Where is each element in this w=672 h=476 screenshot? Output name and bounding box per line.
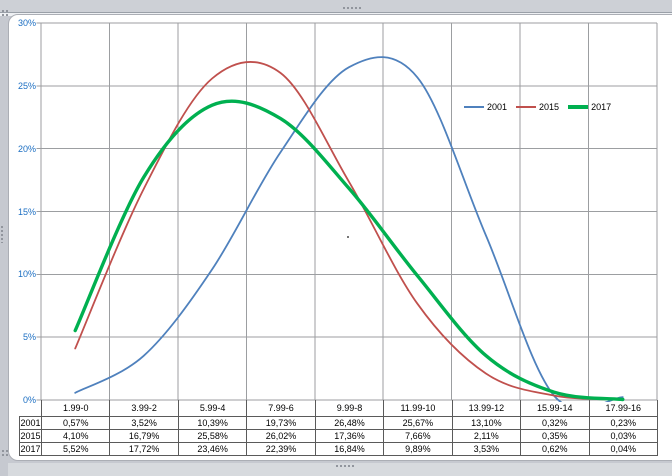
table-value-cell: 4,10% [40, 429, 111, 443]
table-value-cell: 3,52% [109, 416, 179, 430]
table-value-cell: 0,03% [588, 429, 658, 443]
worksheet-top-edge [0, 0, 672, 13]
table-value-cell: 0,32% [520, 416, 590, 430]
table-corner-cell [20, 400, 42, 417]
y-axis-label: 30% [17, 18, 36, 28]
table-value-cell: 16,84% [314, 442, 385, 456]
table-value-cell: 0,62% [520, 442, 590, 456]
x-axis-category-cell: 9.99-8 [314, 400, 385, 417]
table-row-label: 2017 [19, 442, 42, 456]
x-axis-category-cell: 17.99-16 [588, 400, 658, 417]
selection-handle-bottom-center[interactable] [335, 464, 355, 468]
table-value-cell: 25,67% [383, 416, 453, 430]
chart-legend[interactable]: 2001 2015 2017 [464, 100, 611, 114]
chart-object-frame[interactable] [8, 14, 672, 461]
table-value-cell: 3,53% [451, 442, 522, 456]
x-axis-category-cell: 15.99-14 [520, 400, 590, 417]
x-axis-category-cell: 11.99-10 [383, 400, 453, 417]
y-axis-label: 15% [17, 206, 36, 217]
legend-item-2001[interactable]: 2001 [464, 102, 507, 112]
table-value-cell: 0,57% [40, 416, 111, 430]
table-row-label: 2001 [19, 416, 42, 430]
series-line-2001[interactable] [74, 56, 624, 408]
x-axis-category-cell: 7.99-6 [246, 400, 316, 417]
table-value-cell: 16,79% [109, 429, 179, 443]
table-value-cell: 0,35% [520, 429, 590, 443]
chart-data-table: 1.99-0 3.99-2 5.99-4 7.99-6 9.99-8 11.99-10 13… [19, 400, 658, 456]
worksheet-bottom-edge [8, 463, 672, 476]
table-value-cell: 26,48% [314, 416, 385, 430]
table-value-cell: 0,04% [588, 442, 658, 456]
table-value-cell: 5,52% [40, 442, 111, 456]
x-axis-category-cell: 1.99-0 [40, 400, 111, 417]
x-axis-category-cell: 3.99-2 [109, 400, 179, 417]
table-value-cell: 23,46% [177, 442, 248, 456]
table-row: 2001 0,57% 3,52% 10,39% 19,73% 26,48% 25,67% 13… [19, 416, 658, 430]
table-value-cell: 22,39% [246, 442, 316, 456]
y-axis-label: 5% [22, 332, 36, 343]
x-axis-category-cell: 13.99-12 [451, 400, 522, 417]
y-axis-label: 20% [17, 143, 36, 154]
table-row-label: 2015 [19, 429, 42, 443]
legend-swatch [516, 106, 537, 108]
table-value-cell: 7,66% [383, 429, 453, 443]
table-value-cell: 25,58% [177, 429, 248, 443]
selection-handle-left-middle[interactable] [0, 225, 4, 243]
table-value-cell: 17,36% [314, 429, 385, 443]
legend-label: 2017 [591, 102, 612, 112]
series-line-2015[interactable] [74, 61, 624, 401]
table-value-cell: 0,23% [588, 416, 658, 430]
selection-handle-top-center[interactable] [342, 6, 362, 10]
legend-item-2017[interactable]: 2017 [568, 102, 611, 112]
legend-label: 2015 [539, 102, 560, 112]
legend-swatch [568, 105, 589, 109]
x-axis-category-cell: 5.99-4 [177, 400, 248, 417]
legend-item-2015[interactable]: 2015 [516, 102, 559, 112]
table-value-cell: 17,72% [109, 442, 179, 456]
table-value-cell: 9,89% [383, 442, 453, 456]
y-axis-label: 10% [17, 269, 36, 280]
y-axis-label: 25% [17, 80, 36, 91]
selection-handle-top-left[interactable] [1, 9, 9, 17]
table-row: 2015 4,10% 16,79% 25,58% 26,02% 17,36% 7,66% 2,… [19, 429, 658, 443]
selection-handle-bottom-left[interactable] [1, 449, 9, 457]
table-value-cell: 26,02% [246, 429, 316, 443]
series-line-2017[interactable] [73, 99, 625, 402]
gridlines [36, 22, 658, 401]
y-axis-label: 0% [22, 395, 36, 405]
table-value-cell: 10,39% [177, 416, 248, 430]
legend-swatch [464, 106, 484, 108]
stray-mark [347, 236, 349, 238]
table-row: 2017 5,52% 17,72% 23,46% 22,39% 16,84% 9,89% 3,… [19, 442, 658, 456]
table-value-cell: 13,10% [451, 416, 522, 430]
table-value-cell: 19,73% [246, 416, 316, 430]
legend-label: 2001 [487, 102, 508, 112]
table-value-cell: 2,11% [451, 429, 522, 443]
